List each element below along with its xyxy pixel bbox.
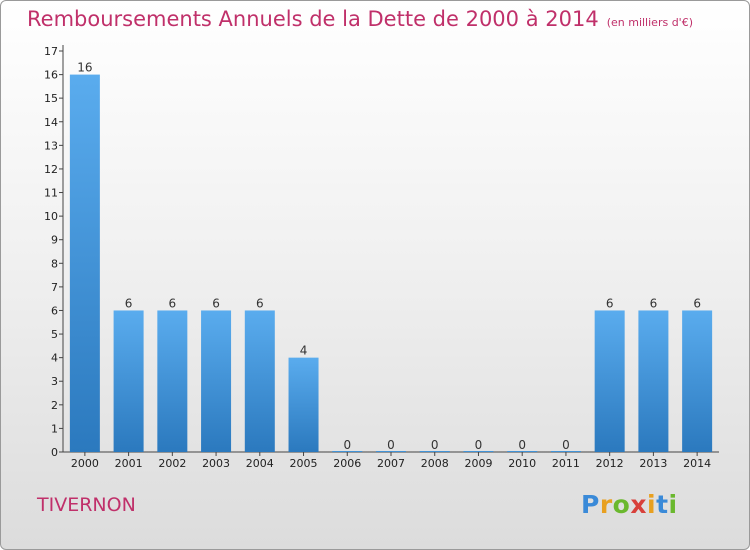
y-tick-label: 17 [44,45,58,58]
data-label: 6 [212,296,220,310]
y-tick-label: 4 [51,352,58,365]
x-tick-label: 2007 [377,457,405,470]
y-tick-label: 12 [44,163,58,176]
data-label: 0 [562,438,570,452]
y-tick-label: 15 [44,92,58,105]
bar [332,451,363,452]
bar [682,310,713,452]
y-tick-label: 9 [51,234,58,247]
x-tick-label: 2004 [246,457,274,470]
bar [201,310,232,452]
bar [463,451,494,452]
x-tick-label: 2000 [71,457,99,470]
bar [113,310,144,452]
x-axis: 2000 2001 2002 2003 2004 2005 2006 2007 2008 2009… [63,451,719,470]
bar [594,310,625,452]
data-label: 6 [693,296,701,310]
y-tick-label: 3 [51,375,58,388]
logo-letter: x [630,490,647,519]
data-label: 4 [300,344,308,358]
x-tick-label: 2002 [158,457,186,470]
bar [288,357,319,452]
y-tick-label: 10 [44,210,58,223]
x-tick-label: 2009 [464,457,492,470]
y-tick-label: 16 [44,69,58,82]
data-label: 0 [431,438,439,452]
data-label: 16 [77,61,92,75]
y-tick-label: 6 [51,304,58,317]
data-label: 0 [518,438,526,452]
x-tick-label: 2010 [508,457,536,470]
logo-letter: P [581,490,600,519]
data-label: 0 [343,438,351,452]
logo-letter: o [612,490,631,519]
y-tick-label: 5 [51,328,58,341]
y-tick-label: 1 [51,422,58,435]
logo-letter: t [656,490,669,519]
x-tick-label: 2008 [421,457,449,470]
data-labels: 16 6 6 6 6 4 0 0 0 0 0 0 6 6 6 [77,61,701,452]
chart-title-text: Remboursements Annuels de la Dette de 20… [27,7,599,31]
x-tick-label: 2005 [290,457,318,470]
x-tick-label: 2014 [683,457,711,470]
y-tick-label: 8 [51,257,58,270]
bar [550,451,581,452]
chart-unit-note: (en milliers d'€) [606,16,693,29]
bar [69,74,100,453]
logo-letter: r [599,490,613,519]
y-tick-label: 0 [51,446,58,459]
x-tick-label: 2001 [115,457,143,470]
y-tick-label: 11 [44,187,58,200]
logo-letter: i [647,490,657,519]
y-tick-label: 14 [44,116,58,129]
bars [69,74,713,453]
data-label: 0 [387,438,395,452]
logo-letter: i [668,490,678,519]
chart-title: Remboursements Annuels de la Dette de 20… [27,7,693,31]
data-label: 6 [606,296,614,310]
bar [376,451,406,452]
data-label: 6 [650,296,658,310]
bar [244,310,275,452]
x-tick-label: 2013 [639,457,667,470]
x-tick-label: 2003 [202,457,230,470]
data-label: 0 [475,438,483,452]
x-tick-label: 2006 [333,457,361,470]
bar [507,451,538,452]
data-label: 6 [125,296,133,310]
data-label: 6 [169,296,177,310]
bar [157,310,188,452]
x-tick-label: 2012 [596,457,624,470]
y-tick-label: 2 [51,399,58,412]
proxiti-logo: Proxiti [581,490,678,519]
y-tick-label: 7 [51,281,58,294]
data-label: 6 [256,296,264,310]
y-tick-label: 13 [44,139,58,152]
bar [419,451,450,452]
x-tick-label: 2011 [552,457,580,470]
commune-name: TIVERNON [37,494,136,516]
bar [638,310,669,452]
